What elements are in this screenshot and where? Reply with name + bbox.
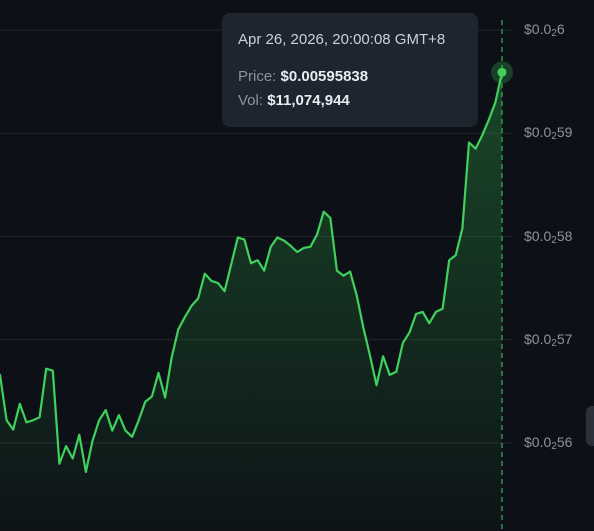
y-tick-zero-count: 2	[551, 337, 557, 349]
tooltip-vol-label: Vol:	[238, 92, 268, 109]
tooltip-vol-value: $11,074,944	[267, 92, 350, 109]
y-tick-prefix: $0.0	[524, 434, 552, 450]
y-tick-zero-count: 2	[551, 131, 557, 143]
y-tick-zero-count: 2	[551, 28, 557, 39]
y-tick-prefix: $0.0	[524, 21, 552, 37]
y-tick-prefix: $0.0	[524, 227, 552, 244]
tooltip-vol-row: Vol: $11,074,944	[238, 92, 462, 109]
tooltip-date: Apr 26, 2026, 20:00:08 GMT+8	[238, 31, 446, 48]
y-tick-digits: 58	[556, 227, 573, 244]
y-tick-digits: 6	[556, 21, 565, 37]
y-tick-zero-count: 2	[551, 234, 557, 246]
y-tick-label: $0.026	[524, 21, 565, 39]
scroll-handle[interactable]	[586, 406, 594, 446]
price-tooltip: Apr 26, 2026, 20:00:08 GMT+8 Price: $0.0…	[222, 13, 478, 127]
hover-point[interactable]	[497, 67, 507, 77]
y-tick-label: $0.0256	[524, 434, 572, 452]
y-tick-label: $0.0257	[524, 331, 572, 349]
tooltip-price-row: Price: $0.00595838	[238, 68, 462, 85]
y-tick-digits: 57	[556, 330, 573, 347]
y-tick-prefix: $0.0	[524, 124, 552, 141]
y-tick-prefix: $0.0	[524, 330, 552, 347]
y-tick-zero-count: 2	[551, 441, 557, 452]
tooltip-price-value: $0.00595838	[280, 68, 369, 85]
y-tick-label: $0.0258	[524, 228, 572, 246]
y-tick-digits: 59	[556, 124, 573, 141]
tooltip-price-label: Price:	[238, 68, 281, 85]
y-tick-label: $0.0259	[524, 124, 572, 142]
price-line	[0, 71, 504, 473]
y-tick-digits: 56	[556, 434, 573, 450]
price-area-fill	[0, 72, 502, 531]
